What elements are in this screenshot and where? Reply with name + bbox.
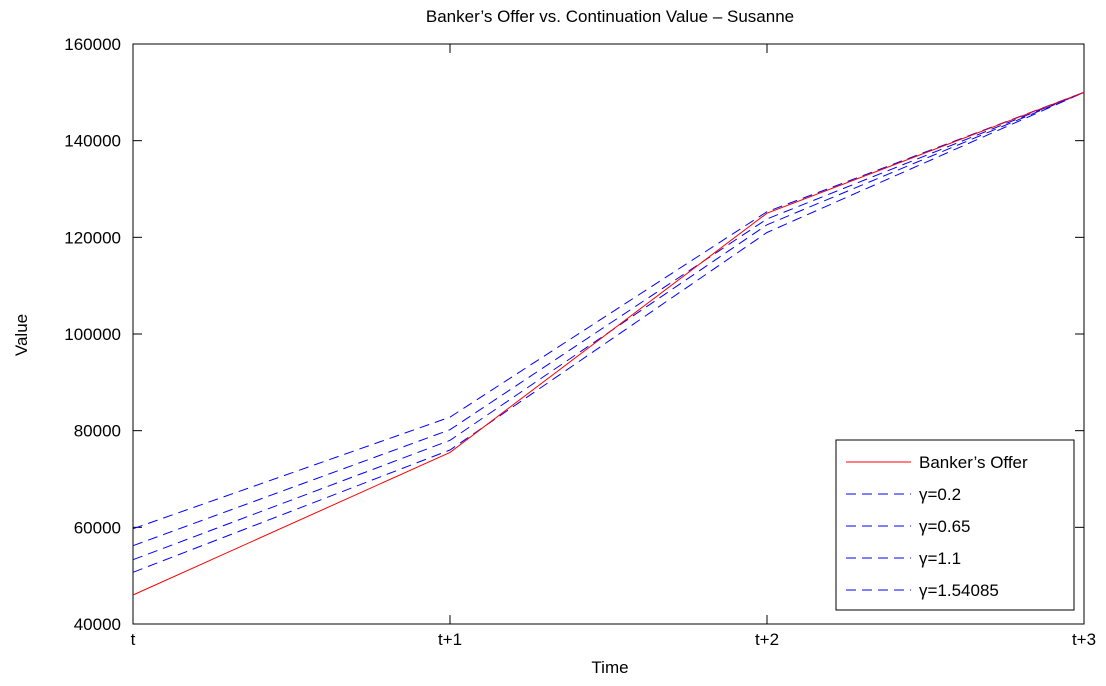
x-axis-label: Time bbox=[591, 658, 628, 677]
series-line-1 bbox=[132, 91, 1085, 530]
chart-title: Banker’s Offer vs. Continuation Value – … bbox=[426, 7, 794, 26]
legend-entry: γ=0.65 bbox=[919, 517, 971, 536]
x-tick-label: t+3 bbox=[1072, 630, 1096, 649]
plot-area: 40000 60000 80000 100000 120000 140000 160000 t… bbox=[64, 35, 1096, 649]
y-tick-label: 160000 bbox=[64, 35, 121, 54]
y-tick-label: 140000 bbox=[64, 132, 121, 151]
y-axis-label: Value bbox=[12, 314, 31, 356]
legend-box bbox=[835, 439, 1075, 611]
legend-entry: γ=1.54085 bbox=[919, 581, 999, 600]
legend-entry: γ=1.1 bbox=[919, 549, 961, 568]
x-tick-label: t+2 bbox=[755, 630, 779, 649]
x-tick-label: t bbox=[131, 630, 136, 649]
y-tick-label: 120000 bbox=[64, 228, 121, 247]
y-tick-label: 40000 bbox=[74, 615, 121, 634]
legend: Banker’s Offer γ=0.2 γ=0.65 γ=1.1 γ=1.54085 bbox=[835, 439, 1075, 611]
legend-entry: Banker’s Offer bbox=[919, 453, 1028, 472]
y-tick-label: 60000 bbox=[74, 518, 121, 537]
series-line-2 bbox=[132, 91, 1085, 547]
series-line-0 bbox=[132, 91, 1085, 596]
series-line-4 bbox=[132, 91, 1085, 573]
x-tick-label: t+1 bbox=[438, 630, 462, 649]
legend-entry: γ=0.2 bbox=[919, 485, 961, 504]
y-tick-label: 100000 bbox=[64, 325, 121, 344]
y-tick-label: 80000 bbox=[74, 422, 121, 441]
